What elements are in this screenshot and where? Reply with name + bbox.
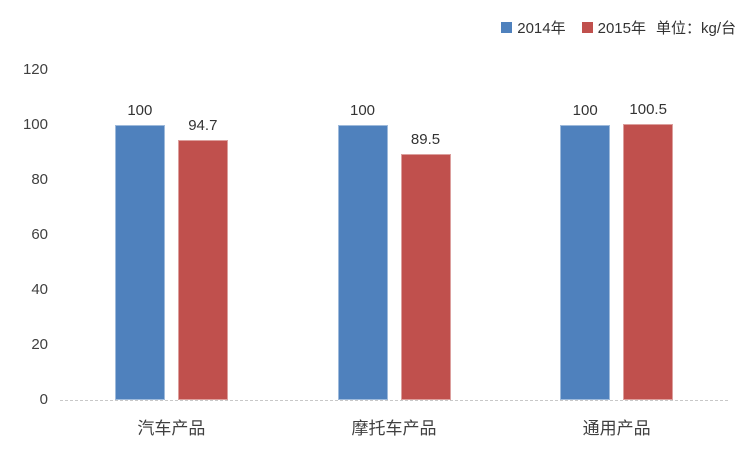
legend-label-2014: 2014年 (517, 20, 566, 37)
bar-with-label: 100 (114, 102, 165, 400)
value-label: 89.5 (410, 130, 441, 148)
y-tick-label: 20 (31, 336, 48, 353)
legend-item-2015[interactable]: 2015年 (581, 17, 646, 38)
bar-with-label: 100 (337, 102, 388, 400)
category-label: 通用产品 (582, 419, 651, 438)
value-label: 100 (349, 102, 376, 119)
bar-group: 100 89.5 (283, 70, 506, 400)
y-tick-label: 60 (31, 226, 48, 243)
unit-label: 单位：kg/台 (655, 20, 736, 37)
bar[interactable] (400, 153, 451, 400)
bar[interactable] (560, 125, 611, 400)
bar[interactable] (177, 139, 228, 400)
y-tick-label: 80 (31, 171, 48, 188)
bar[interactable] (337, 125, 388, 400)
value-label: 100 (572, 102, 598, 119)
value-label: 100.5 (629, 100, 667, 118)
bar-with-label: 100.5 (623, 100, 674, 400)
legend-label-2015: 2015年 (597, 20, 646, 37)
bar-group: 100 100.5 (505, 70, 728, 400)
x-axis: 汽车产品 摩托车产品 通用产品 (60, 414, 728, 439)
category-label: 摩托车产品 (351, 419, 437, 438)
plot-area: 100 94.7 100 89.5 100 100.5 (60, 70, 728, 401)
y-tick-label: 120 (22, 61, 48, 78)
value-label: 94.7 (188, 116, 218, 134)
category-label: 汽车产品 (137, 419, 206, 438)
legend-swatch-2015-icon (581, 22, 593, 33)
y-tick-label: 40 (31, 281, 48, 298)
y-tick-label: 0 (39, 391, 48, 408)
y-tick-label: 100 (22, 116, 48, 133)
legend-swatch-2014-icon (501, 22, 513, 33)
bar[interactable] (114, 125, 165, 400)
legend-item-2014[interactable]: 2014年 (501, 17, 566, 38)
chart-legend: 2014年 2015年 单位：kg/台 (501, 17, 736, 38)
bar[interactable] (623, 123, 674, 400)
bar-with-label: 89.5 (400, 130, 451, 400)
value-label: 100 (127, 102, 153, 119)
bar-with-label: 94.7 (177, 116, 228, 400)
bar-with-label: 100 (560, 102, 611, 400)
bar-group: 100 94.7 (60, 70, 283, 400)
